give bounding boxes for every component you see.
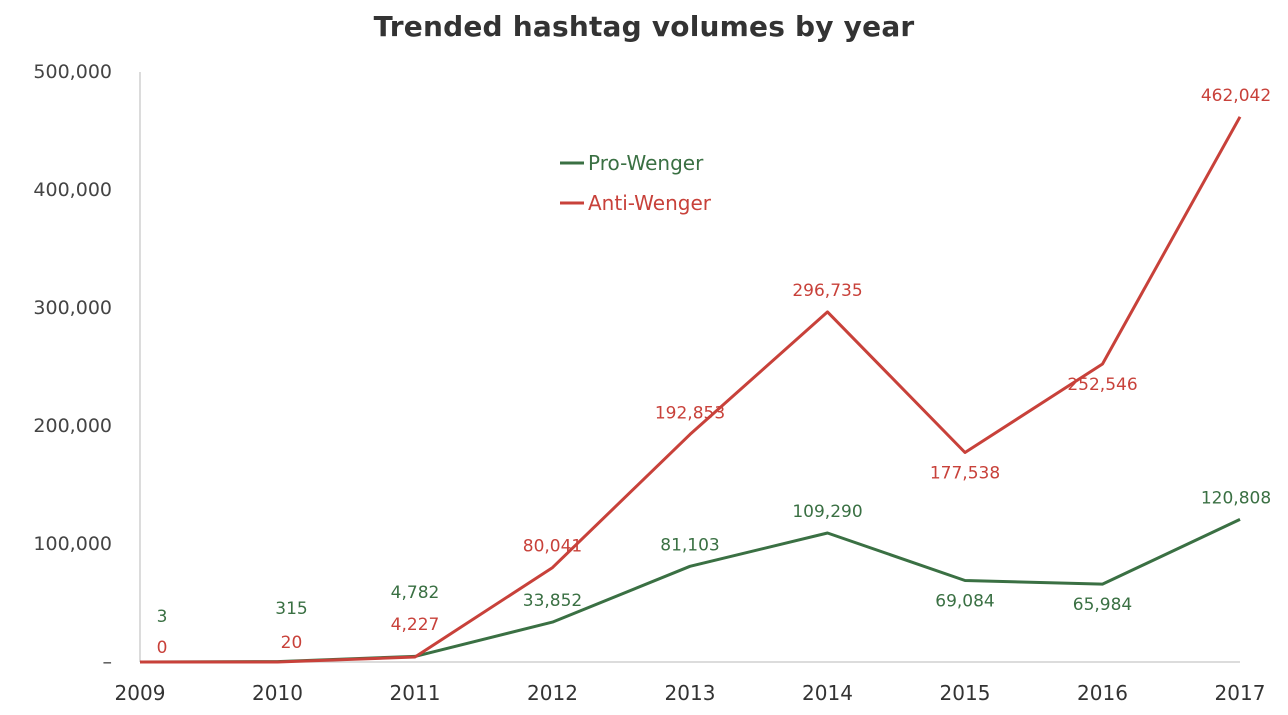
x-tick-label: 2011 bbox=[390, 681, 441, 705]
x-tick-label: 2012 bbox=[527, 681, 578, 705]
data-label: 4,782 bbox=[391, 583, 440, 603]
y-tick-label: – bbox=[103, 651, 113, 673]
x-tick-label: 2015 bbox=[940, 681, 991, 705]
data-label: 315 bbox=[275, 599, 307, 619]
data-label: 462,042 bbox=[1201, 86, 1271, 106]
data-labels: 3 315 4,782 33,852 81,103 109,290 69,084 65,984… bbox=[157, 86, 1272, 658]
data-label: 120,808 bbox=[1201, 488, 1271, 508]
y-tick-label: 100,000 bbox=[33, 533, 112, 555]
x-tick-label: 2009 bbox=[115, 681, 166, 705]
x-tick-label: 2014 bbox=[802, 681, 853, 705]
axes: – 100,000 200,000 300,000 400,000 500,000 2009… bbox=[33, 61, 1265, 705]
y-tick-label: 400,000 bbox=[33, 179, 112, 201]
y-tick-label: 500,000 bbox=[33, 61, 112, 83]
series-line-anti-wenger bbox=[140, 116, 1242, 664]
data-label: 296,735 bbox=[792, 281, 862, 301]
legend: Pro-Wenger Anti-Wenger bbox=[560, 151, 712, 215]
data-label: 69,084 bbox=[935, 591, 994, 611]
data-label: 20 bbox=[281, 633, 303, 653]
x-tick-label: 2016 bbox=[1077, 681, 1128, 705]
data-label: 177,538 bbox=[930, 464, 1000, 484]
data-label: 80,041 bbox=[523, 537, 582, 557]
data-label: 33,852 bbox=[523, 591, 582, 611]
data-label: 81,103 bbox=[660, 535, 719, 555]
data-label: 109,290 bbox=[792, 502, 862, 522]
data-label: 4,227 bbox=[391, 615, 440, 635]
x-tick-label: 2010 bbox=[252, 681, 303, 705]
series-lines bbox=[139, 116, 1242, 664]
legend-entry: Anti-Wenger bbox=[588, 191, 712, 215]
data-label: 65,984 bbox=[1073, 595, 1132, 615]
y-tick-label: 300,000 bbox=[33, 297, 112, 319]
data-label: 192,853 bbox=[655, 403, 725, 423]
data-label: 0 bbox=[157, 638, 168, 658]
x-tick-label: 2017 bbox=[1215, 681, 1266, 705]
legend-entry: Pro-Wenger bbox=[588, 151, 704, 175]
y-tick-label: 200,000 bbox=[33, 415, 112, 437]
chart-title: Trended hashtag volumes by year bbox=[373, 10, 915, 43]
data-label: 252,546 bbox=[1067, 375, 1137, 395]
x-tick-label: 2013 bbox=[665, 681, 716, 705]
data-label: 3 bbox=[157, 607, 168, 627]
